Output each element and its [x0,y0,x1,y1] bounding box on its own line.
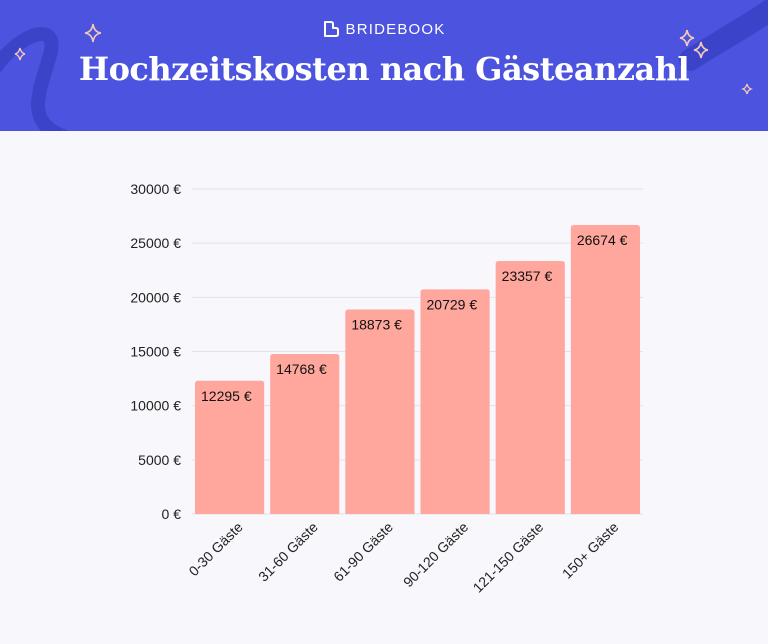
sparkle-icon [14,47,26,61]
y-axis-ticks: 0 € 5000 € 10000 € 15000 € 20000 € 25000 € 300… [130,181,181,522]
bar [495,260,565,514]
y-tick-label: 15000 € [130,344,181,360]
bridebook-logo-icon [323,21,339,37]
brand-name: BRIDEBOOK [345,20,446,38]
bar [345,309,415,514]
x-category-label: 0-30 Gäste [185,519,245,579]
data-label: 18873 € [351,317,402,333]
data-label: 20729 € [427,296,478,312]
bar [195,380,265,514]
y-tick-label: 10000 € [130,398,181,414]
grid-lines [192,188,643,515]
header-banner: BRIDEBOOK Hochzeitskosten nach Gästeanza… [0,0,768,131]
data-label: 26674 € [577,232,628,248]
bar [420,289,490,514]
x-axis-categories: 0-30 Gäste 31-60 Gäste 61-90 Gäste 90-120 G… [185,519,621,596]
x-category-label: 61-90 Gäste [330,519,396,585]
y-tick-label: 25000 € [130,235,181,251]
x-category-label: 31-60 Gäste [255,519,321,585]
page-title: Hochzeitskosten nach Gästeanzahl [78,50,690,88]
data-label: 14768 € [276,361,327,377]
sparkle-icon [693,41,709,59]
bar [270,354,340,514]
brand: BRIDEBOOK [0,20,768,38]
y-tick-label: 0 € [162,506,182,522]
swirl-decoration [0,27,68,131]
x-category-label: 150+ Gäste [559,519,622,582]
bars [195,225,640,514]
data-label: 23357 € [502,268,553,284]
decoration-layer [0,0,768,131]
y-tick-label: 5000 € [138,452,181,468]
y-tick-label: 20000 € [130,289,181,305]
x-category-label: 121-150 Gäste [470,519,547,596]
y-tick-label: 30000 € [130,181,181,197]
sparkle-icon [740,83,754,95]
x-category-label: 90-120 Gäste [400,519,471,590]
data-label: 12295 € [201,388,252,404]
sparkle-icon [679,29,695,47]
value-labels: 12295 € 14768 € 18873 € 20729 € 23357 € 26674… [201,232,628,404]
sparkle-icon [84,23,102,43]
bar [570,225,640,514]
